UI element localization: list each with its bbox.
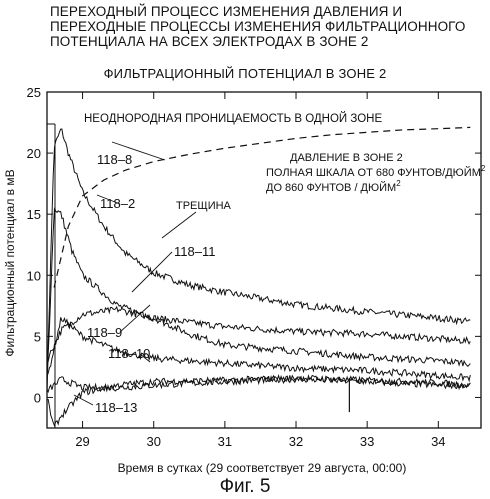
y-axis-label: Фильтрационный потенциал в мВ (3, 169, 17, 356)
y-tick-label: 25 (27, 85, 41, 100)
pressure-line2-superscript: 2 (481, 164, 486, 173)
y-tick-label: 10 (27, 268, 41, 283)
series-label-118-2: 118–2 (100, 196, 135, 211)
y-tick-label: 15 (27, 207, 41, 222)
series-label-118-9: 118–9 (87, 325, 122, 340)
label-leader-line (120, 305, 150, 332)
series-label-118-11: 118–11 (174, 244, 215, 259)
annotation-pressure-line2: ПОЛНАЯ ШКАЛА ОТ 680 ФУНТОВ/ДЮЙМ2 (266, 164, 486, 179)
series-label-118-13: 118–13 (95, 400, 137, 415)
series-label-118-10: 118–10 (108, 346, 150, 361)
x-axis-label: Время в сутках (29 соответствует 29 авгу… (118, 461, 407, 475)
y-tick-label: 5 (34, 329, 41, 344)
annotation-heterogeneity: НЕОДНОРОДНАЯ ПРОНИЦАЕМОСТЬ В ОДНОЙ ЗОНЕ (84, 112, 382, 125)
annotation-fracture: ТРЕЩИНА (176, 200, 232, 212)
series-line-4 (47, 377, 470, 392)
x-tick-label: 31 (218, 434, 232, 449)
x-tick-label: 29 (75, 434, 89, 449)
x-tick-label: 34 (431, 434, 445, 449)
y-tick-label: 0 (34, 390, 41, 405)
annotation-pressure-line1: ДАВЛЕНИЕ В ЗОНЕ 2 (290, 152, 403, 164)
chart-axes: 0 5 10 15 20 25 29 30 31 32 33 34 (27, 85, 481, 449)
y-tick-label: 20 (27, 146, 41, 161)
label-leader-line (162, 212, 196, 238)
annotation-pressure-line3-text: ДО 860 ФУНТОВ / ДЮЙМ (266, 181, 396, 194)
series-label-118-8: 118–8 (97, 152, 132, 167)
annotation-pressure-line2-text: ПОЛНАЯ ШКАЛА ОТ 680 ФУНТОВ/ДЮЙМ (266, 166, 481, 179)
x-tick-label: 33 (360, 434, 374, 449)
chart-labels: Фильтрационный потенциал в мВ Время в су… (3, 112, 486, 475)
x-tick-label: 32 (289, 434, 303, 449)
pressure-line3-superscript: 2 (396, 179, 401, 188)
x-tick-label: 30 (146, 434, 160, 449)
annotation-pressure-line3: ДО 860 ФУНТОВ / ДЮЙМ2 (266, 179, 401, 194)
label-leader-line (132, 252, 172, 292)
figure-caption: Фиг. 5 (0, 476, 490, 498)
